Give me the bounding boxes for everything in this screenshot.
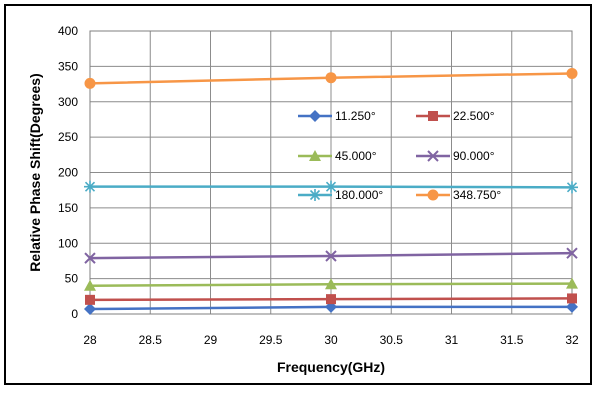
data-point-s4-2: [566, 181, 578, 194]
legend-label-1: 22.500°: [453, 109, 495, 123]
x-tick-label-8: 32: [565, 333, 579, 347]
legend-label-4: 180.000°: [335, 188, 383, 202]
y-tick-label-8: 400: [58, 24, 78, 38]
data-point-s5-0: [84, 77, 96, 89]
data-point-s0-2: [566, 300, 578, 313]
data-point-s4-0: [84, 180, 96, 193]
data-point-s1-1: [326, 294, 336, 305]
legend-label-3: 90.000°: [453, 149, 495, 163]
x-tick-label-4: 30: [324, 333, 338, 347]
data-point-s0-0: [84, 303, 96, 316]
legend-label-5: 348.750°: [453, 188, 501, 202]
y-tick-label-3: 150: [58, 201, 78, 215]
legend-marker-2: [309, 150, 321, 161]
x-tick-label-3: 29.5: [259, 333, 283, 347]
legend-marker-4: [309, 189, 321, 201]
y-tick-label-1: 50: [65, 272, 79, 286]
phase-shift-chart: 0 50 100 150 200 250 300 350 400 28 28.5 29 29.5 30 30…: [27, 24, 579, 375]
x-tick-label-5: 30.5: [380, 333, 404, 347]
data-point-s1-2: [567, 293, 577, 304]
data-point-s5-2: [566, 67, 578, 79]
x-tick-label-7: 31.5: [500, 333, 524, 347]
data-point-s1-0: [85, 294, 95, 305]
x-tick-label-6: 31: [445, 333, 459, 347]
x-axis-title: Frequency(GHz): [277, 359, 385, 375]
legend-marker-5: [427, 189, 439, 201]
y-tick-label-7: 350: [58, 59, 78, 73]
y-tick-label-2: 100: [58, 236, 78, 250]
chart-frame: 0 50 100 150 200 250 300 350 400 28 28.5 29 29.5 30 30…: [4, 4, 592, 385]
x-tick-label-0: 28: [83, 333, 97, 347]
data-point-s3-0: [84, 252, 96, 264]
legend-label-0: 11.250°: [335, 109, 376, 123]
legend-marker-3: [427, 150, 439, 162]
y-tick-label-5: 250: [58, 130, 78, 144]
data-point-s2-2: [566, 277, 578, 289]
data-point-s2-0: [84, 279, 96, 291]
x-tick-label-2: 29: [204, 333, 218, 347]
data-point-s3-2: [566, 247, 578, 259]
y-tick-label-4: 200: [58, 166, 78, 180]
legend-label-2: 45.000°: [335, 149, 377, 163]
data-point-s2-1: [325, 278, 337, 290]
plot-area: [89, 30, 573, 315]
x-tick-label-1: 28.5: [139, 333, 163, 347]
legend-marker-1: [428, 111, 438, 121]
data-point-s4-1: [325, 180, 337, 193]
y-tick-label-0: 0: [71, 307, 78, 321]
y-axis-title: Relative Phase Shift(Degrees): [27, 73, 43, 271]
legend-marker-0: [309, 110, 321, 122]
data-point-s5-1: [325, 72, 337, 84]
data-point-s3-1: [325, 250, 337, 262]
y-tick-label-6: 300: [58, 95, 78, 109]
